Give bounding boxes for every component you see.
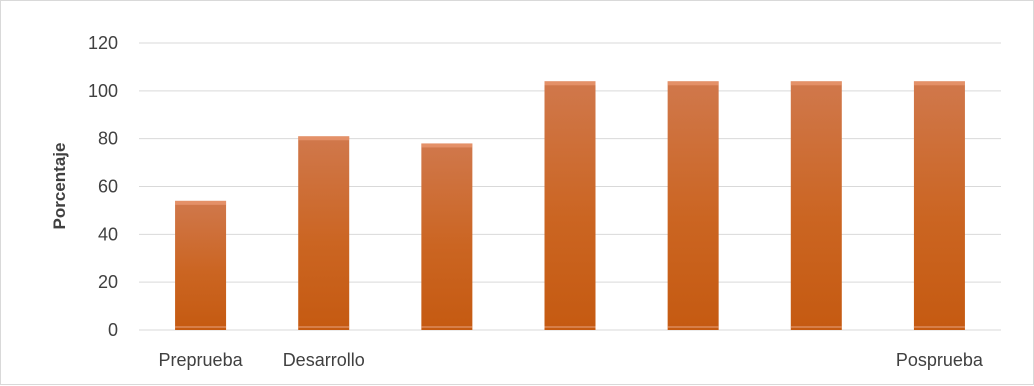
bar-5-top-highlight — [667, 81, 719, 86]
x-tick-label: Preprueba — [159, 350, 244, 370]
bar-2 — [298, 136, 350, 330]
y-tick-label: 40 — [98, 224, 118, 244]
bar-1-base-sheen — [175, 326, 227, 328]
bar-4-top-highlight — [544, 81, 596, 86]
bar-3 — [421, 143, 473, 330]
bar-3-base-sheen — [421, 326, 473, 328]
y-axis-tick-labels: 0 20 40 60 80 100 120 — [88, 33, 118, 340]
y-tick-label: 120 — [88, 33, 118, 53]
y-tick-label: 80 — [98, 129, 118, 149]
bar-1 — [175, 200, 227, 330]
bar-7 — [913, 81, 965, 331]
bar-6-base-sheen — [790, 326, 842, 328]
bar-7-top-highlight — [913, 81, 965, 86]
bar-5-base-sheen — [667, 326, 719, 328]
bar-1-top-highlight — [175, 200, 227, 205]
y-tick-label: 0 — [108, 320, 118, 340]
bar-4 — [544, 81, 596, 331]
bar-4-base-sheen — [544, 326, 596, 328]
bar-2-base-sheen — [298, 326, 350, 328]
y-tick-label: 100 — [88, 81, 118, 101]
y-tick-label: 20 — [98, 272, 118, 292]
bar-6-top-highlight — [790, 81, 842, 86]
x-axis-tick-labels: Preprueba Desarrollo Posprueba — [159, 350, 984, 370]
bar-2-top-highlight — [298, 136, 350, 141]
x-tick-label: Desarrollo — [283, 350, 365, 370]
x-tick-label: Posprueba — [896, 350, 984, 370]
bars — [175, 81, 965, 331]
bar-6 — [790, 81, 842, 331]
bar-3-top-highlight — [421, 143, 473, 148]
bar-5 — [667, 81, 719, 331]
y-axis-label: Porcentaje — [50, 143, 69, 230]
y-tick-label: 60 — [98, 177, 118, 197]
bar-7-base-sheen — [913, 326, 965, 328]
